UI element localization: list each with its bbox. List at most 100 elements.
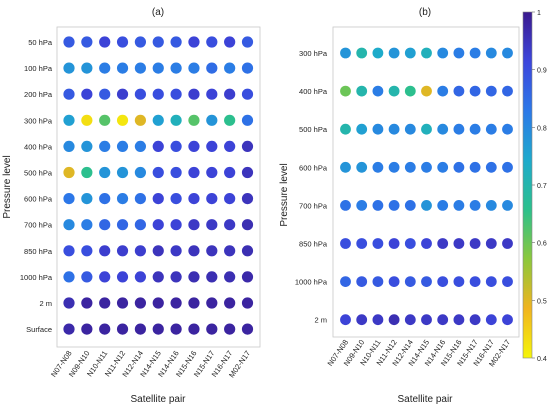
data-point — [99, 271, 111, 283]
data-point — [485, 276, 497, 287]
data-point — [81, 62, 93, 74]
data-point — [81, 36, 93, 48]
data-point — [453, 47, 465, 59]
data-point — [453, 161, 465, 173]
data-point — [206, 62, 218, 74]
data-point — [188, 88, 200, 100]
data-point — [152, 166, 164, 179]
colorbar-tick-label: 0.5 — [537, 298, 547, 305]
data-point — [372, 161, 384, 173]
panel-a-x-axis-title: Satellite pair — [130, 394, 186, 405]
data-point — [206, 166, 218, 179]
data-point — [453, 276, 465, 287]
data-point — [469, 47, 481, 59]
data-point — [99, 297, 111, 309]
data-point — [63, 88, 75, 100]
data-point — [421, 200, 432, 211]
y-tick-label: 300 hPa — [299, 49, 328, 58]
data-point — [152, 88, 164, 100]
data-point — [485, 85, 497, 97]
data-point — [453, 314, 465, 326]
data-point — [99, 219, 111, 231]
data-point — [63, 219, 75, 231]
data-point — [485, 200, 497, 211]
y-tick-label: 300 hPa — [24, 116, 53, 125]
data-point — [116, 166, 129, 179]
data-point — [502, 85, 513, 97]
data-point — [99, 193, 111, 205]
data-point — [372, 276, 384, 287]
data-point — [63, 36, 75, 48]
data-point — [134, 245, 146, 257]
data-point — [170, 323, 182, 335]
data-point — [404, 85, 416, 97]
data-point — [170, 62, 182, 74]
y-tick-label: 700 hPa — [24, 221, 53, 230]
data-point — [469, 238, 481, 249]
data-point — [224, 114, 236, 126]
data-point — [116, 36, 129, 48]
y-tick-label: 500 hPa — [299, 125, 328, 134]
data-point — [63, 140, 75, 152]
data-point — [188, 323, 200, 335]
data-point — [224, 140, 236, 152]
data-point — [116, 323, 129, 335]
data-point — [188, 271, 200, 283]
panel-b: (b) Pressure level Satellite pair 300 hP… — [279, 7, 520, 405]
data-point — [152, 36, 164, 48]
data-point — [241, 36, 254, 48]
data-point — [99, 245, 111, 257]
data-point — [356, 238, 368, 249]
data-point — [502, 238, 513, 249]
data-point — [99, 62, 111, 74]
y-tick-label: 400 hPa — [299, 87, 328, 96]
y-tick-label: Surface — [26, 325, 52, 334]
data-point — [188, 297, 200, 309]
data-point — [134, 219, 146, 231]
panel-a-x-tick-labels: N07-N08N09-N10N10-N11N11-N12N12-N14N14-N… — [49, 349, 252, 379]
data-point — [372, 238, 384, 249]
data-point — [63, 62, 75, 74]
data-point — [152, 271, 164, 283]
data-point — [152, 297, 164, 309]
data-point — [224, 166, 236, 179]
data-point — [188, 62, 200, 74]
data-point — [241, 114, 254, 126]
data-point — [485, 161, 497, 173]
data-point — [99, 88, 111, 100]
data-point — [437, 161, 449, 173]
data-point — [388, 123, 400, 135]
data-point — [116, 114, 129, 126]
data-point — [116, 193, 129, 205]
panel-b-y-axis-title: Pressure level — [279, 163, 290, 226]
data-point — [437, 123, 449, 135]
data-point — [372, 85, 384, 97]
data-point — [134, 62, 146, 74]
data-point — [404, 123, 416, 135]
y-tick-label: 600 hPa — [299, 163, 328, 172]
data-point — [81, 114, 93, 126]
data-point — [388, 314, 400, 326]
data-point — [356, 314, 368, 326]
data-point — [404, 200, 416, 211]
data-point — [116, 62, 129, 74]
data-point — [116, 88, 129, 100]
data-point — [372, 314, 384, 326]
data-point — [134, 271, 146, 283]
data-point — [340, 276, 351, 287]
data-point — [116, 140, 129, 152]
data-point — [340, 200, 351, 211]
data-point — [437, 85, 449, 97]
data-point — [241, 88, 254, 100]
data-point — [134, 166, 146, 179]
data-point — [241, 193, 254, 205]
data-point — [241, 166, 254, 179]
data-point — [224, 88, 236, 100]
data-point — [116, 219, 129, 231]
data-point — [356, 161, 368, 173]
data-point — [404, 314, 416, 326]
data-point — [170, 36, 182, 48]
data-point — [340, 161, 351, 173]
data-point — [206, 88, 218, 100]
data-point — [224, 245, 236, 257]
